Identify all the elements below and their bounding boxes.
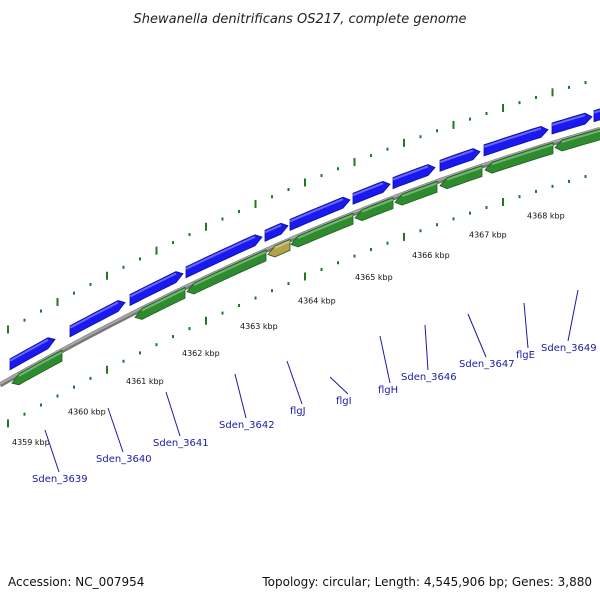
forward-gene-shine	[551, 114, 586, 126]
gene-leader-line	[567, 289, 579, 342]
reverse-gene-shine	[193, 250, 267, 286]
gene-leader-line	[379, 335, 391, 384]
reverse-gene-shine	[274, 240, 291, 249]
gene-label-flgh: flgH	[378, 385, 398, 396]
gene-leader-line	[424, 324, 429, 371]
backbone-line	[0, 126, 600, 388]
gene-label-sden_3639: Sden_3639	[32, 474, 88, 485]
gene-leader-line	[286, 360, 303, 405]
scale-label-4361-kbp: 4361 kbp	[126, 377, 164, 386]
forward-gene	[439, 148, 481, 172]
forward-gene	[483, 125, 549, 157]
gene-leader-line	[523, 302, 529, 349]
reverse-gene	[439, 164, 483, 190]
reverse-gene	[267, 238, 291, 258]
reverse-gene	[11, 349, 63, 386]
reverse-gene-shine	[561, 129, 600, 143]
reverse-gene	[134, 286, 186, 320]
forward-gene-shine	[69, 301, 119, 329]
scale-label-4367-kbp: 4367 kbp	[469, 230, 507, 239]
gene-leader-line	[165, 391, 181, 437]
gene-leader-line	[107, 407, 124, 453]
tick-layer	[0, 81, 600, 428]
forward-gene	[264, 222, 289, 242]
gene-leader-line	[44, 429, 60, 473]
scale-label-4359-kbp: 4359 kbp	[12, 438, 50, 447]
scale-label-4364-kbp: 4364 kbp	[298, 296, 336, 305]
forward-gene	[352, 180, 391, 205]
reverse-gene	[186, 249, 267, 295]
backbone-highlight	[0, 127, 600, 385]
forward-gene	[392, 164, 436, 190]
reverse-gene-shine	[401, 182, 438, 198]
gene-layer	[9, 108, 600, 386]
gene-label-sden_3649: Sden_3649	[541, 343, 597, 354]
forward-gene-shine	[264, 224, 282, 234]
gene-leader-line	[467, 313, 487, 358]
forward-gene-shine	[593, 109, 600, 114]
accession-label: Accession: NC_007954	[8, 575, 144, 589]
reverse-gene	[554, 128, 600, 152]
reverse-gene-shine	[297, 214, 354, 239]
gene-label-sden_3640: Sden_3640	[96, 454, 152, 465]
gene-leader-line	[234, 373, 247, 419]
forward-gene	[593, 108, 600, 123]
reverse-gene	[290, 212, 354, 248]
forward-gene-shine	[289, 198, 344, 223]
reverse-gene	[394, 180, 438, 206]
reverse-gene-shine	[18, 351, 63, 377]
reverse-gene-shine	[446, 166, 483, 181]
forward-gene-shine	[129, 272, 177, 298]
forward-gene	[289, 196, 351, 232]
forward-gene-shine	[392, 165, 429, 181]
genome-summary: Topology: circular; Length: 4,545,906 bp…	[261, 575, 592, 589]
gene-label-sden_3647: Sden_3647	[459, 359, 515, 370]
reverse-gene-shine	[361, 198, 394, 213]
forward-gene	[9, 337, 56, 371]
reverse-gene	[484, 142, 554, 174]
scale-label-4366-kbp: 4366 kbp	[412, 251, 450, 260]
reverse-gene	[354, 197, 394, 222]
gene-label-sden_3646: Sden_3646	[401, 372, 457, 383]
map-title: Shewanella denitrificans OS217, complete…	[134, 12, 467, 27]
gene-label-sden_3641: Sden_3641	[153, 438, 209, 449]
scale-label-4365-kbp: 4365 kbp	[355, 273, 393, 282]
scale-label-4363-kbp: 4363 kbp	[240, 322, 278, 331]
forward-gene-shine	[352, 182, 384, 197]
forward-gene-shine	[185, 235, 256, 270]
forward-gene	[185, 234, 263, 279]
gene-leader-line	[329, 376, 349, 395]
forward-gene-shine	[9, 338, 49, 362]
gene-label-sden_3642: Sden_3642	[219, 420, 275, 431]
gene-label-flgj: flgJ	[290, 406, 306, 417]
scale-label-4362-kbp: 4362 kbp	[182, 349, 220, 358]
forward-gene	[551, 112, 593, 135]
forward-gene	[129, 271, 184, 307]
scale-label-4360-kbp: 4360 kbp	[68, 407, 106, 416]
reverse-gene-shine	[491, 143, 554, 166]
forward-gene-shine	[439, 149, 474, 164]
gene-label-flgi: flgI	[336, 396, 352, 407]
forward-gene-shine	[483, 127, 542, 148]
scale-label-4368-kbp: 4368 kbp	[527, 211, 565, 220]
forward-gene	[69, 300, 126, 338]
reverse-gene-shine	[141, 288, 186, 312]
scale-layer: 4359 kbp 4360 kbp 4361 kbp 4362 kbp 4363 kbp…	[12, 211, 565, 447]
gene-label-flge: flgE	[516, 350, 535, 361]
